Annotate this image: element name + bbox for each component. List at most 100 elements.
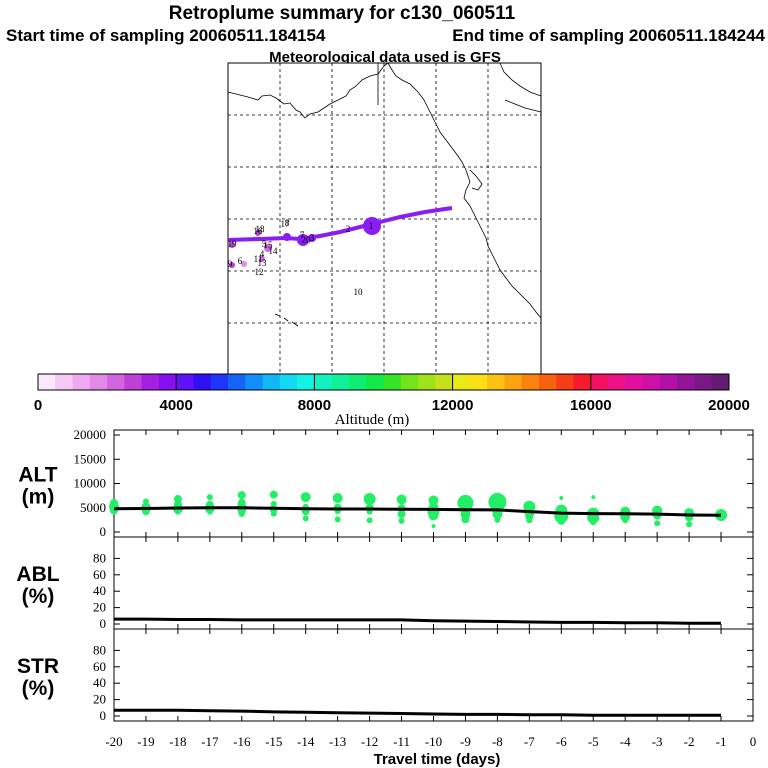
colorbar-tick-label: 16000: [570, 397, 612, 414]
map-day-label: 11: [254, 254, 263, 264]
colorbar-cell: [38, 374, 56, 390]
scatter-point: [237, 491, 246, 500]
scatter-point: [428, 495, 439, 506]
scatter-point: [591, 495, 596, 500]
x-tick-label: -3: [652, 734, 663, 749]
scatter-point: [174, 508, 181, 515]
x-tick-label: -18: [169, 734, 186, 749]
scatter-point: [269, 490, 278, 499]
colorbar-tick-label: 12000: [432, 397, 474, 414]
scatter-point: [654, 520, 661, 527]
colorbar-cell: [262, 374, 281, 390]
scatter-point: [559, 496, 564, 501]
x-tick-label: -14: [297, 734, 315, 749]
str-panel-frame: [113, 628, 754, 722]
colorbar-cell: [556, 374, 575, 390]
colorbar-cell: [608, 374, 626, 390]
colorbar-cell: [297, 374, 315, 390]
scatter-point: [332, 493, 343, 504]
scatter-point: [270, 510, 277, 517]
colorbar-cell: [435, 374, 454, 390]
x-tick-label: -8: [492, 734, 503, 749]
colorbar-cell: [348, 374, 367, 390]
scatter-point: [494, 516, 501, 523]
colorbar-cell: [677, 374, 695, 390]
scatter-point: [238, 511, 245, 518]
colorbar-cell: [279, 374, 298, 390]
x-tick-label: -19: [137, 734, 154, 749]
scatter-point: [686, 521, 693, 528]
plume-marker: [363, 217, 381, 235]
x-tick-label: -4: [620, 734, 631, 749]
plume-marker: [259, 256, 265, 262]
plume-marker: [241, 261, 247, 267]
abl-panel-frame: [113, 536, 754, 630]
y-tick-label: 60: [93, 659, 106, 674]
scatter-point: [428, 510, 439, 521]
plume-marker: [229, 262, 235, 268]
map-day-label: 9: [228, 259, 233, 269]
map-day-label: 13: [258, 258, 268, 268]
y-tick-label: 10000: [74, 476, 107, 491]
scatter-point: [142, 498, 149, 505]
colorbar-cell: [383, 374, 402, 390]
colorbar-cell: [418, 374, 436, 390]
scatter-point: [492, 509, 503, 520]
colorbar-cells: [38, 374, 730, 390]
x-tick-label: -5: [588, 734, 599, 749]
map-day-label: 4: [260, 249, 265, 259]
y-tick-label: 20000: [74, 427, 107, 442]
met-data-label: Meteorological data used is GFS: [269, 49, 501, 66]
x-tick-label: -12: [361, 734, 378, 749]
colorbar-cell: [124, 374, 143, 390]
plume-marker: [297, 234, 309, 246]
colorbar-cell: [452, 374, 471, 390]
panel-label-name: ALT: [18, 464, 57, 487]
map-day-label: 7: [300, 230, 305, 240]
scatter-point: [300, 492, 311, 503]
x-tick-label: -11: [393, 734, 410, 749]
colorbar-tick-label: 20000: [708, 397, 750, 414]
plume-trajectory: [227, 206, 453, 268]
colorbar-tick-label: 4000: [160, 397, 193, 414]
panel-label-name: STR: [17, 655, 59, 678]
median-altitude-line: [113, 506, 722, 517]
colorbar-cell: [642, 374, 661, 390]
map-day-label: 16: [254, 226, 264, 236]
x-tick-label: -20: [105, 734, 122, 749]
y-tick-label: 0: [100, 708, 107, 723]
map-day-label: 3: [310, 233, 315, 243]
colorbar-tick-label: 8000: [298, 397, 331, 414]
colorbar-ticks: 0 4000 8000 12000 16000 20000: [34, 374, 750, 414]
colorbar-cell: [158, 374, 177, 390]
scatter-point: [206, 494, 213, 501]
y-tick-label: 40: [93, 583, 106, 598]
panel-label-unit: (%): [22, 677, 55, 700]
scatter-point: [334, 516, 341, 523]
scatter-point: [526, 517, 533, 524]
map-day-label: 18: [256, 224, 266, 234]
colorbar-cell: [625, 374, 644, 390]
colorbar-cell: [573, 374, 592, 390]
colorbar-title: Altitude (m): [335, 412, 410, 428]
colorbar-cell: [331, 374, 350, 390]
plume-marker: [264, 244, 272, 252]
panel-label-unit: (m): [22, 486, 55, 509]
figure-title: Retroplume summary for c130_060511: [169, 3, 516, 24]
x-tick-label: -6: [556, 734, 567, 749]
x-tick-label: -13: [329, 734, 346, 749]
plume-marker: [308, 234, 316, 242]
plume-marker: [229, 242, 235, 248]
x-axis: -20 -19 -18 -17 -16 -15 -14 -13 -12 -11 -10 -9 -8 -7-…: [105, 734, 756, 749]
map-day-label: 1: [369, 221, 374, 231]
scatter-point: [397, 510, 406, 519]
y-tick-label: 60: [93, 567, 106, 582]
x-axis-title: Travel time (days): [374, 751, 501, 768]
colorbar-cell: [228, 374, 246, 390]
y-tick-label: 20: [93, 692, 106, 707]
map-day-label: 10: [354, 287, 364, 297]
map-day-label: 12: [255, 267, 264, 277]
start-time-label: Start time of sampling 20060511.184154: [6, 26, 326, 45]
